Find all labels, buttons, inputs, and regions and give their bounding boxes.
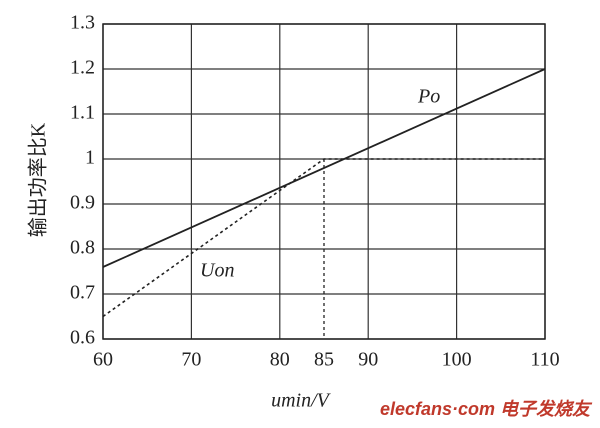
y-axis-label: 输出功率比K <box>27 122 50 237</box>
x-axis-label: umin/V <box>271 390 332 412</box>
y-tick-label: 1 <box>85 147 95 169</box>
watermark: elecfans·com 电子发烧友 <box>380 399 593 419</box>
y-tick-label: 1.3 <box>70 12 95 34</box>
x-tick-label: 85 <box>314 349 334 371</box>
x-tick-label: 60 <box>93 349 113 371</box>
x-tick-label: 80 <box>270 349 290 371</box>
plot-frame <box>102 23 546 340</box>
y-tick-label: 0.9 <box>70 192 95 214</box>
series-label: Po <box>417 86 440 108</box>
y-tick-label: 0.8 <box>70 237 95 259</box>
y-tick-label: 1.1 <box>70 102 95 124</box>
y-tick-label: 1.2 <box>70 57 95 79</box>
x-tick-label: 100 <box>442 349 472 371</box>
series-label: Uon <box>200 260 234 282</box>
x-tick-label: 70 <box>181 349 201 371</box>
x-tick-label: 110 <box>530 349 559 371</box>
x-tick-label: 90 <box>358 349 378 371</box>
y-tick-label: 0.7 <box>70 282 95 304</box>
y-tick-label: 0.6 <box>70 327 95 349</box>
